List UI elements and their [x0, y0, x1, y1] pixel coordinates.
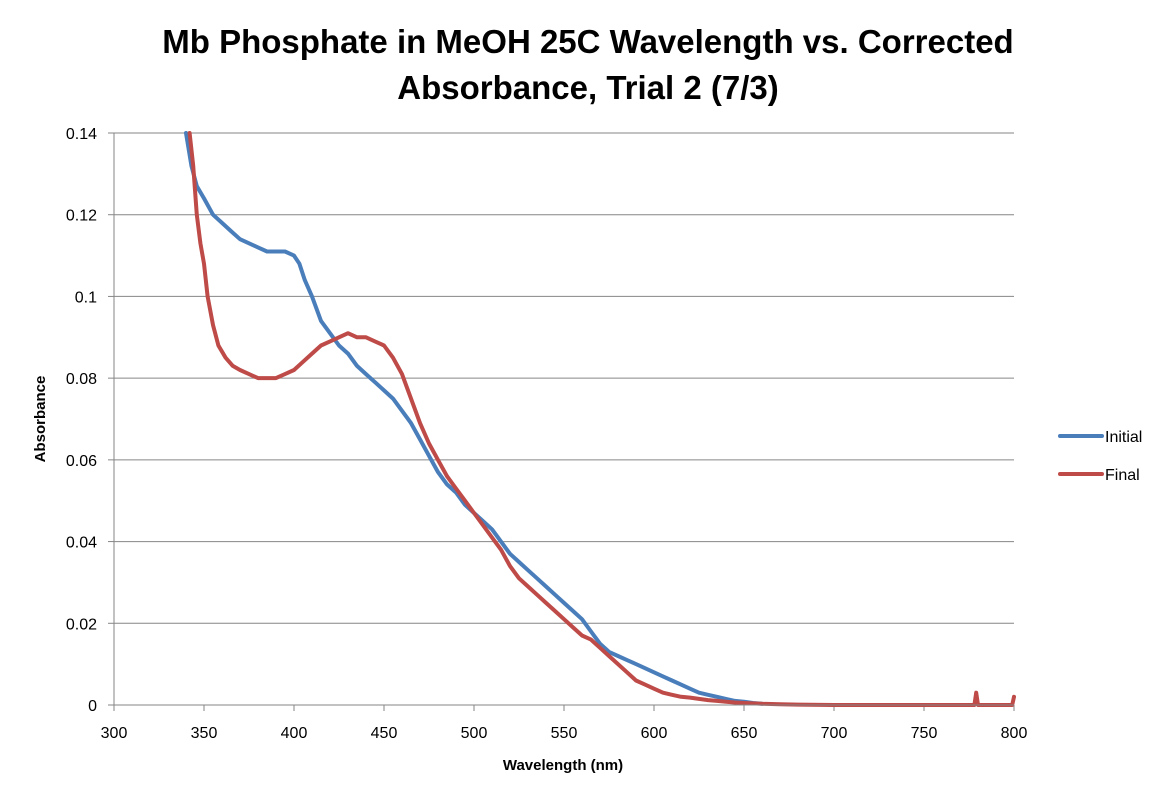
x-tick-label: 500: [461, 725, 488, 742]
x-tick-label: 350: [191, 725, 218, 742]
x-tick-label: 750: [911, 725, 938, 742]
y-tick-label: 0.14: [66, 126, 97, 143]
chart-title-line-1: Mb Phosphate in MeOH 25C Wavelength vs. …: [162, 23, 1013, 60]
y-tick-label: 0.04: [66, 535, 97, 552]
y-tick-label: 0.06: [66, 453, 97, 470]
gridlines: [114, 132, 1014, 624]
series-line-final: [187, 131, 1016, 707]
y-tick-label: 0.12: [66, 208, 97, 225]
y-axis-title: Absorbance: [32, 376, 49, 463]
x-tick-label: 450: [371, 725, 398, 742]
x-tick-labels: 300 350 400 450 500 550 600 650 700 750 800: [101, 705, 1028, 742]
x-tick-label: 400: [281, 725, 308, 742]
y-tick-label: 0.08: [66, 371, 97, 388]
chart-title-line-2: Absorbance, Trial 2 (7/3): [397, 69, 778, 106]
y-tick-label: 0.02: [66, 616, 97, 633]
legend-label-initial: Initial: [1105, 429, 1142, 446]
y-tick-label: 0: [88, 698, 97, 715]
x-axis-title: Wavelength (nm): [503, 757, 623, 774]
x-tick-label: 800: [1001, 725, 1028, 742]
x-tick-label: 300: [101, 725, 128, 742]
x-tick-label: 550: [551, 725, 578, 742]
x-tick-label: 700: [821, 725, 848, 742]
legend-label-final: Final: [1105, 467, 1140, 484]
series-lines: [184, 131, 1016, 707]
x-tick-label: 650: [731, 725, 758, 742]
x-tick-label: 600: [641, 725, 668, 742]
y-tick-label: 0.1: [75, 289, 97, 306]
series-line-initial: [184, 131, 764, 706]
y-tick-labels: 0 0.02 0.04 0.06 0.08 0.1 0.12 0.14: [66, 126, 114, 715]
legend: Initial Final: [1058, 429, 1142, 484]
